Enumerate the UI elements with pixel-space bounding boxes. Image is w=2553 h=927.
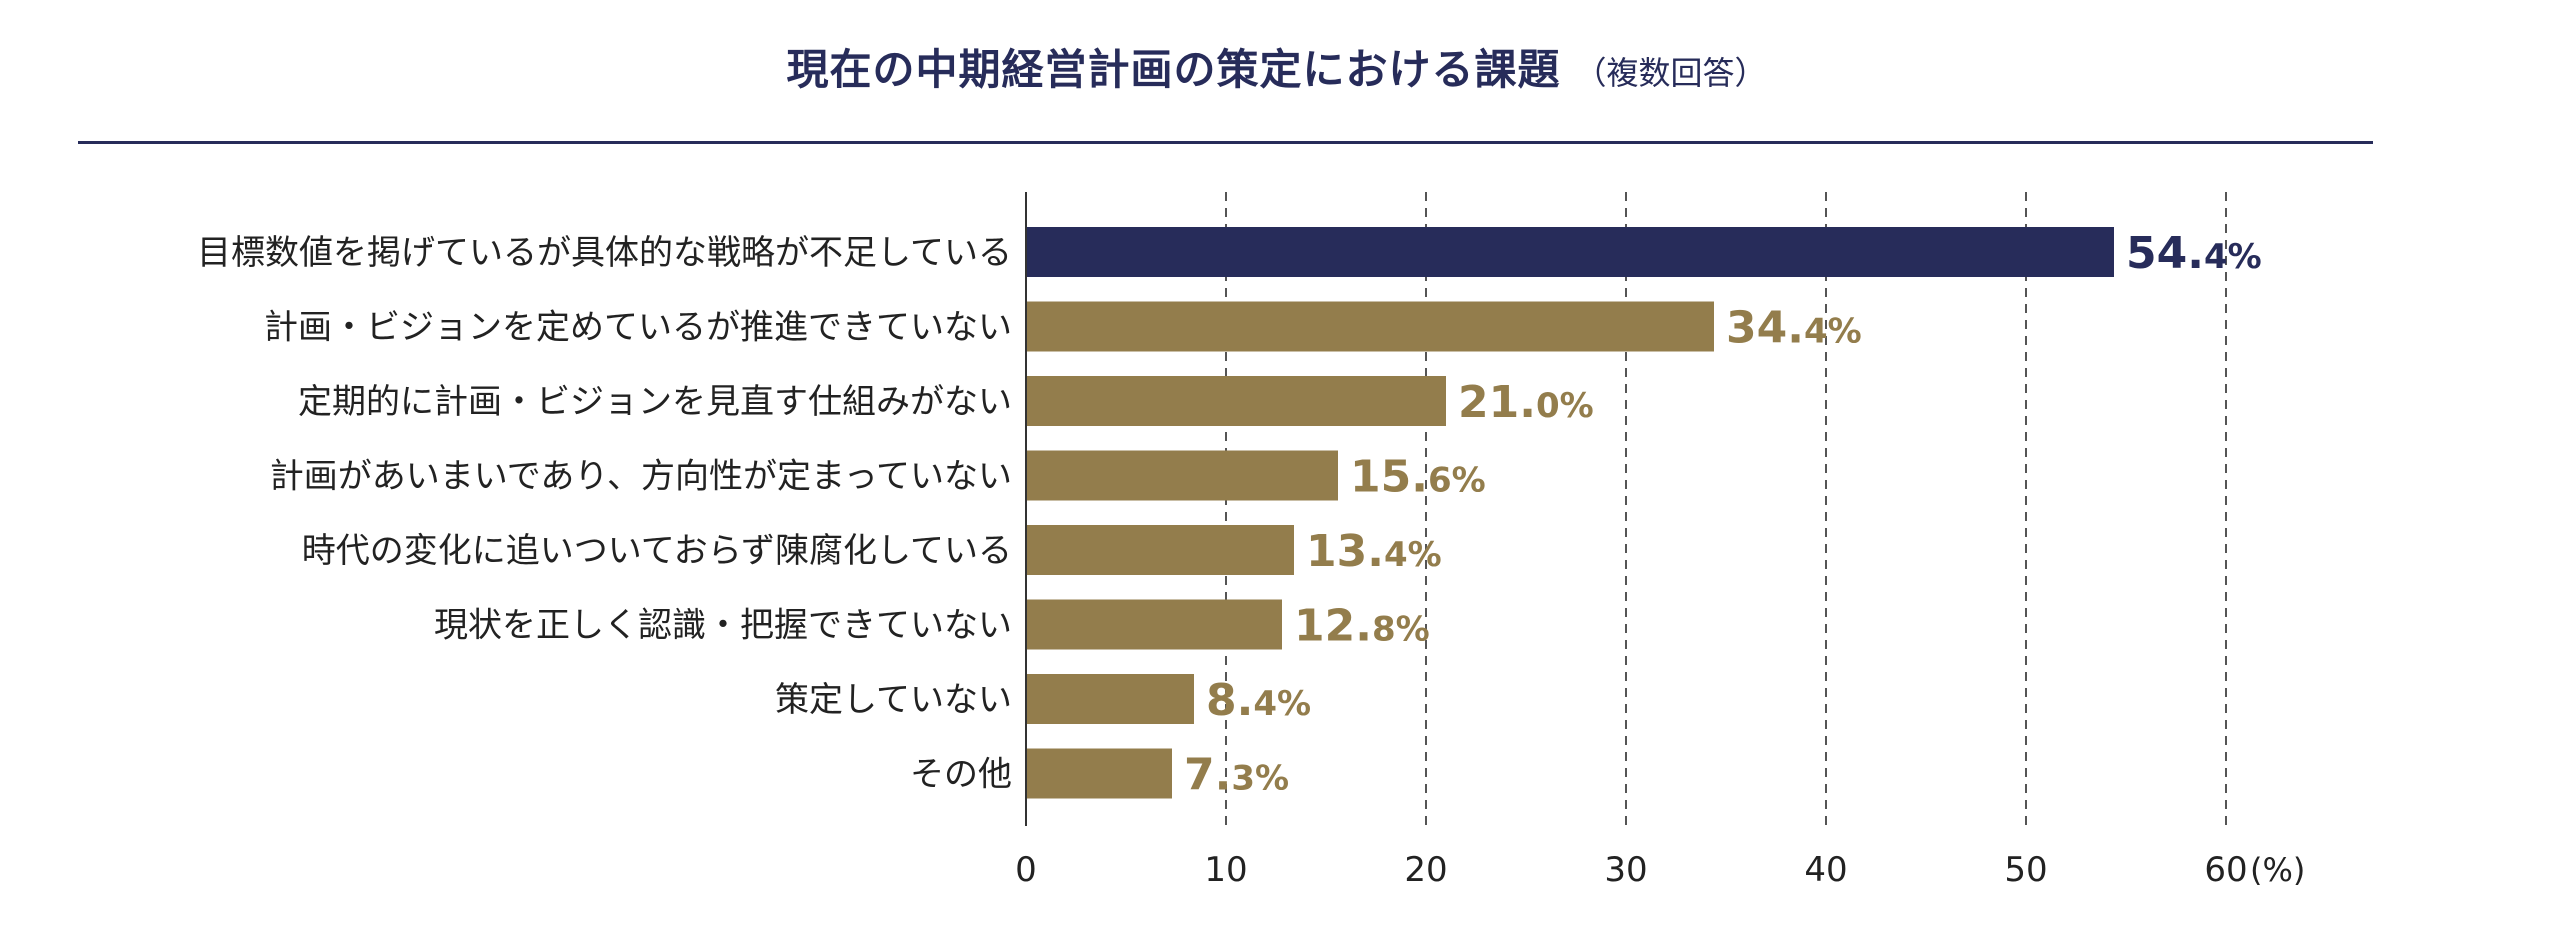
chart-subtitle: （複数回答） [1574, 54, 1767, 92]
x-tick-label-0: 0 [1015, 850, 1037, 890]
value-label-number-4: 15. [1350, 452, 1428, 503]
value-label-5: 13.4% [1306, 526, 1442, 577]
chart-title: 現在の中期経営計画の策定における課題 [786, 45, 1561, 94]
value-label-number-6: 12. [1294, 601, 1372, 652]
category-label-3: 定期的に計画・ビジョンを見直す仕組みがない [298, 382, 1012, 422]
bar-6 [1026, 599, 1282, 650]
category-label-5: 時代の変化に追いついておらず陳腐化している [302, 531, 1012, 571]
value-label-number-3: 21. [1458, 377, 1536, 428]
bar-2 [1026, 301, 1714, 352]
title-divider [78, 141, 2373, 144]
value-label-4: 15.6% [1350, 452, 1486, 503]
bar-1 [1026, 227, 2114, 277]
value-label-6: 12.8% [1294, 601, 1430, 652]
value-label-decimal-6: 8% [1372, 610, 1430, 650]
value-label-decimal-2: 4% [1804, 312, 1862, 352]
chart-title-block: 現在の中期経営計画の策定における課題 （複数回答） [0, 36, 2553, 97]
value-label-number-7: 8. [1206, 675, 1253, 726]
value-label-number-8: 7. [1184, 750, 1231, 801]
value-label-number-5: 13. [1306, 526, 1384, 577]
x-tick-label-50: 50 [2004, 850, 2047, 890]
bar-5 [1026, 525, 1294, 575]
bar-4 [1026, 450, 1338, 501]
x-tick-label-40: 40 [1804, 850, 1847, 890]
category-label-2: 計画・ビジョンを定めているが推進できていない [264, 308, 1012, 348]
bar-3 [1026, 376, 1446, 426]
value-label-7: 8.4% [1206, 675, 1311, 726]
value-label-number-2: 34. [1726, 303, 1804, 354]
bar-7 [1026, 674, 1194, 724]
value-label-decimal-3: 0% [1536, 386, 1594, 426]
bar-8 [1026, 748, 1172, 799]
value-label-decimal-4: 6% [1428, 461, 1486, 501]
x-tick-label-60: 60 [2204, 850, 2247, 890]
x-tick-label-20: 20 [1404, 850, 1447, 890]
category-label-1: 目標数値を掲げているが具体的な戦略が不足している [197, 233, 1012, 273]
value-label-decimal-7: 4% [1253, 684, 1311, 724]
x-unit-label: (%) [2250, 851, 2305, 889]
value-label-8: 7.3% [1184, 750, 1289, 801]
value-label-decimal-1: 4% [2204, 237, 2262, 277]
value-label-3: 21.0% [1458, 377, 1594, 428]
category-label-6: 現状を正しく認識・把握できていない [434, 606, 1012, 646]
category-label-8: その他 [910, 755, 1012, 795]
value-label-decimal-8: 3% [1231, 759, 1289, 799]
x-tick-label-30: 30 [1604, 850, 1647, 890]
value-label-decimal-5: 4% [1384, 535, 1442, 575]
x-tick-label-10: 10 [1204, 850, 1247, 890]
value-label-2: 34.4% [1726, 303, 1862, 354]
category-label-4: 計画があいまいであり、方向性が定まっていない [270, 457, 1012, 497]
category-label-7: 策定していない [775, 680, 1012, 720]
value-label-number-1: 54. [2126, 228, 2204, 279]
value-label-1: 54.4% [2126, 228, 2262, 279]
